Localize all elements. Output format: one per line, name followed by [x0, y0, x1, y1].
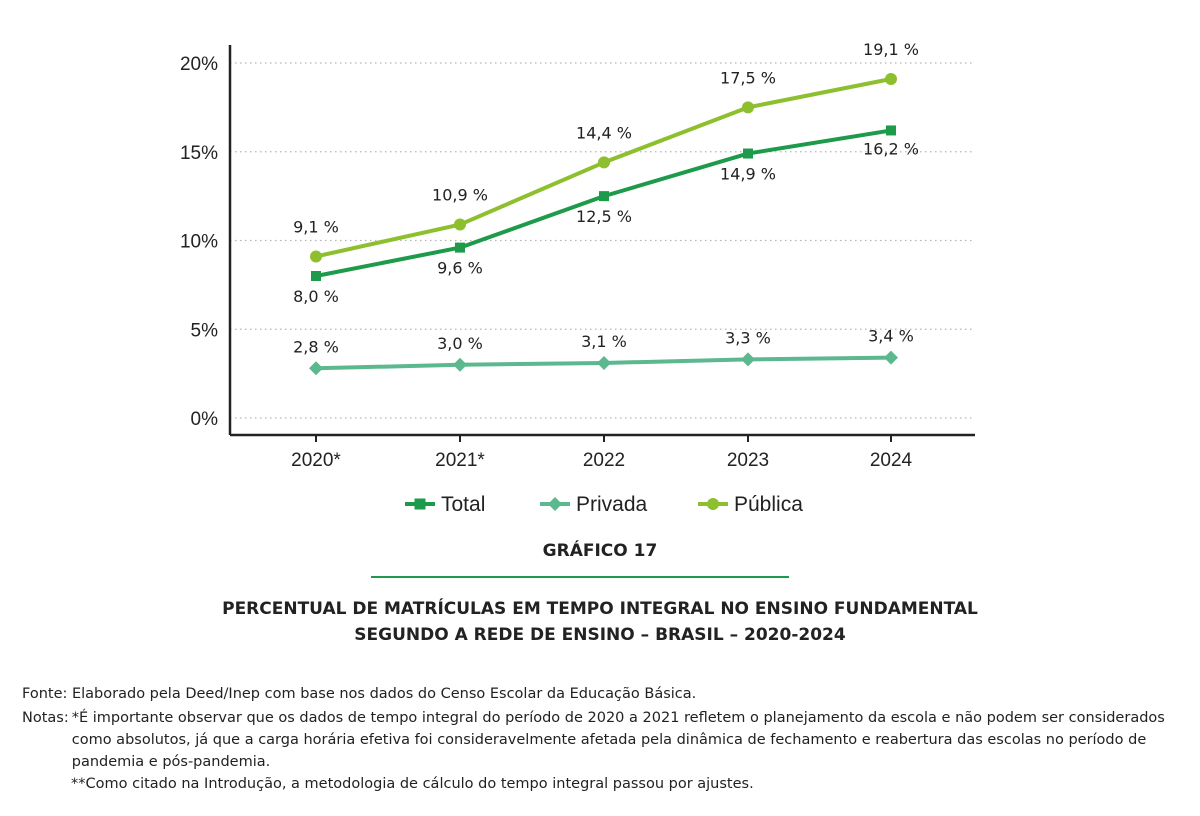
caption-divider: [371, 576, 789, 578]
x-axis-ticks: 2020* 2021* 2022 2023 2024: [291, 435, 913, 471]
series-group: 2,8 % 3,0 % 3,1 % 3,3 % 3,4 % 8,0 % 9,6 % 12,5 …: [293, 40, 919, 376]
chart-title: PERCENTUAL DE MATRÍCULAS EM TEMPO INTEGR…: [0, 596, 1200, 648]
data-point: [311, 271, 321, 281]
y-axis-ticks: 0% 5% 10% 15% 20%: [180, 54, 218, 430]
y-tick-label: 0%: [191, 409, 219, 430]
data-label: 10,9 %: [432, 186, 488, 205]
chart-number: GRÁFICO 17: [542, 541, 658, 561]
data-point: [742, 101, 754, 114]
notes: Notas: *É importante observar que os dad…: [22, 707, 1182, 795]
series-line: [315, 128, 892, 278]
data-label: 17,5 %: [720, 68, 776, 87]
legend-item-privada: Privada: [540, 493, 648, 516]
data-label: 3,0 %: [437, 334, 483, 353]
data-point: [453, 357, 467, 372]
x-tick-label: 2021*: [435, 450, 485, 471]
y-tick-label: 20%: [180, 54, 218, 75]
legend-label: Privada: [576, 493, 648, 516]
chart-title-line-1: PERCENTUAL DE MATRÍCULAS EM TEMPO INTEGR…: [222, 599, 978, 619]
data-label: 3,4 %: [868, 327, 914, 346]
data-label: 9,1 %: [293, 217, 339, 236]
data-label: 8,0 %: [293, 287, 339, 306]
data-label: 12,5 %: [576, 207, 632, 226]
data-label: 3,3 %: [725, 328, 771, 347]
source-note: Fonte: Elaborado pela Deed/Inep com base…: [22, 686, 697, 702]
x-tick-label: 2022: [583, 450, 625, 471]
data-label: 14,4 %: [576, 123, 632, 142]
data-point: [455, 242, 465, 253]
data-label: 3,1 %: [581, 332, 627, 351]
data-point: [885, 72, 897, 85]
data-point: [707, 498, 719, 510]
data-label: 9,6 %: [437, 259, 483, 278]
notes-label: Notas:: [22, 710, 69, 726]
y-tick-label: 5%: [191, 320, 219, 341]
x-tick-label: 2020*: [291, 450, 341, 471]
y-tick-label: 15%: [180, 143, 218, 164]
y-tick-label: 10%: [180, 232, 218, 253]
data-label: 16,2 %: [863, 139, 919, 158]
data-point: [598, 156, 610, 169]
x-tick-label: 2024: [870, 450, 913, 471]
legend-label: Total: [441, 493, 485, 516]
data-point: [309, 361, 323, 376]
series-total: 8,0 % 9,6 % 12,5 % 14,9 % 16,2 %: [293, 125, 919, 306]
data-point: [886, 125, 896, 136]
note-1: *É importante observar que os dados de t…: [71, 710, 1165, 770]
data-point: [548, 497, 562, 511]
legend-item-pública: Pública: [698, 493, 803, 516]
data-point: [414, 498, 426, 510]
data-point: [741, 352, 755, 367]
series-pública: 9,1 % 10,9 % 14,4 % 17,5 % 19,1 %: [293, 40, 919, 263]
data-point: [597, 355, 611, 370]
legend-item-total: Total: [405, 493, 485, 516]
legend-label: Pública: [734, 493, 803, 516]
data-point: [743, 148, 753, 159]
data-point: [310, 250, 322, 263]
data-point: [454, 218, 466, 231]
data-label: 14,9 %: [720, 165, 776, 184]
data-point: [884, 350, 898, 365]
x-tick-label: 2023: [727, 450, 769, 471]
note-2: **Como citado na Introdução, a metodolog…: [71, 776, 754, 792]
data-label: 2,8 %: [293, 337, 339, 356]
data-label: 19,1 %: [863, 40, 919, 59]
chart-title-line-2: SEGUNDO A REDE DE ENSINO – BRASIL – 2020…: [354, 625, 846, 645]
gridlines: [230, 62, 975, 419]
line-chart: 0% 5% 10% 15% 20% 2020* 2021* 2022 2023 2024 2,8…: [180, 40, 975, 516]
legend: Total Privada Pública: [405, 493, 803, 516]
data-point: [599, 191, 609, 202]
series-privada: 2,8 % 3,0 % 3,1 % 3,3 % 3,4 %: [293, 327, 914, 376]
